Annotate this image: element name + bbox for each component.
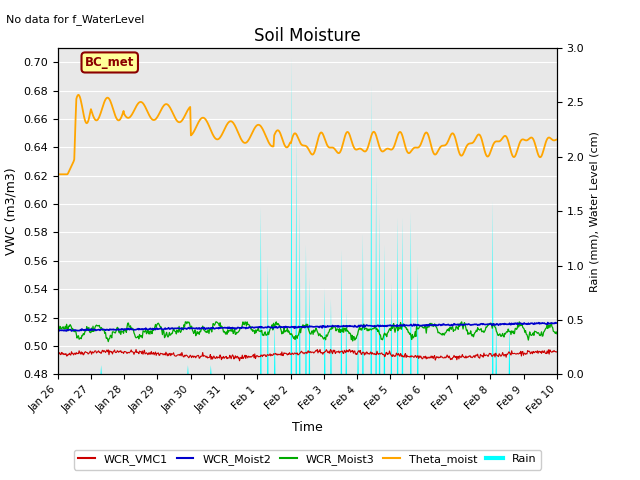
Legend: WCR_VMC1, WCR_Moist2, WCR_Moist3, Theta_moist, Rain: WCR_VMC1, WCR_Moist2, WCR_Moist3, Theta_… xyxy=(74,450,541,469)
Text: BC_met: BC_met xyxy=(85,56,134,69)
Y-axis label: VWC (m3/m3): VWC (m3/m3) xyxy=(4,168,17,255)
X-axis label: Time: Time xyxy=(292,421,323,434)
Y-axis label: Rain (mm), Water Level (cm): Rain (mm), Water Level (cm) xyxy=(590,131,600,292)
Title: Soil Moisture: Soil Moisture xyxy=(254,27,360,45)
Text: No data for f_WaterLevel: No data for f_WaterLevel xyxy=(6,14,145,25)
